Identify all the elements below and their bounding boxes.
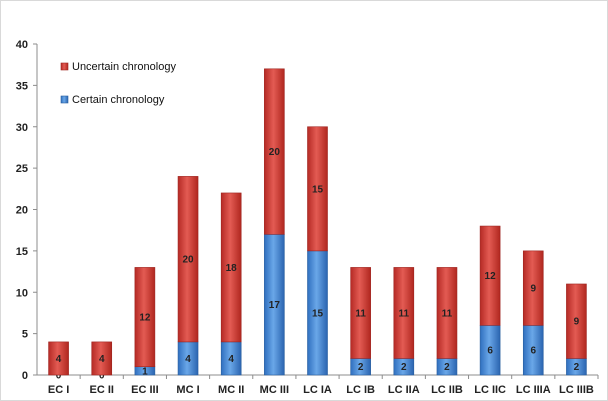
bar-uncertain-lc-iiia: [522, 250, 544, 326]
y-tick-label: 15: [16, 246, 28, 258]
data-label: 4: [228, 354, 234, 365]
data-label: 20: [182, 255, 194, 266]
x-tick-label: LC IIIB: [559, 384, 594, 396]
bar-uncertain-mc-iii: [264, 68, 285, 235]
data-label: 2: [574, 362, 580, 373]
x-tick-label: EC I: [48, 384, 69, 396]
data-label: 2: [444, 362, 450, 373]
data-label: 18: [226, 263, 238, 274]
bar-uncertain-lc-iiib: [566, 283, 587, 359]
data-label: 6: [530, 346, 536, 357]
data-label: 12: [139, 313, 151, 324]
data-label: 9: [530, 284, 536, 295]
x-tick-label: LC IA: [303, 384, 332, 396]
legend: Uncertain chronology Certain chronology: [60, 61, 176, 106]
y-tick-label: 0: [22, 370, 28, 382]
y-tick-label: 25: [16, 163, 28, 175]
data-label: 6: [487, 346, 493, 357]
y-tick-label: 30: [16, 122, 28, 134]
x-tick-label: LC IIA: [388, 384, 420, 396]
x-tick-label: LC IIIA: [516, 384, 551, 396]
bar-uncertain-ec-iii: [134, 267, 156, 368]
legend-label-uncertain: Uncertain chronology: [72, 61, 176, 73]
bar-uncertain-ec-i: [48, 341, 69, 376]
y-tick-label: 20: [16, 205, 28, 217]
y-tick-label: 40: [16, 39, 28, 51]
data-label: 11: [442, 308, 453, 319]
bar-uncertain-mc-i: [177, 176, 199, 343]
legend-label-certain: Certain chronology: [72, 94, 165, 106]
bar-uncertain-lc-iia: [393, 267, 415, 359]
data-label: 0: [56, 371, 62, 382]
data-label: 11: [355, 308, 366, 319]
data-label: 9: [574, 317, 580, 328]
data-label: 4: [99, 354, 105, 365]
x-tick-label: LC IIB: [431, 384, 463, 396]
data-label: 2: [358, 362, 364, 373]
data-label: 11: [399, 308, 410, 319]
bar-uncertain-lc-iic: [479, 225, 501, 326]
y-tick-label: 35: [16, 80, 28, 92]
y-tick-label: 10: [16, 287, 28, 299]
data-label: 20: [269, 147, 281, 158]
bar-uncertain-lc-iib: [436, 267, 458, 359]
legend-swatch-uncertain: [60, 62, 69, 71]
x-tick-label: MC III: [260, 384, 289, 396]
bar-uncertain-lc-ia: [307, 126, 328, 252]
legend-swatch-certain: [60, 95, 69, 104]
data-label: 4: [56, 354, 62, 365]
data-label: 4: [185, 354, 191, 365]
data-label: 1: [142, 366, 148, 377]
x-tick-label: MC I: [176, 384, 199, 396]
data-label: 15: [312, 184, 324, 195]
bar-uncertain-ec-ii: [91, 341, 113, 376]
y-tick-label: 5: [22, 329, 28, 341]
data-label: 15: [312, 308, 324, 319]
data-label: 2: [401, 362, 407, 373]
data-label: 0: [99, 371, 105, 382]
x-tick-label: LC IB: [346, 384, 375, 396]
x-tick-label: MC II: [218, 384, 244, 396]
x-tick-label: EC III: [131, 384, 159, 396]
x-tick-label: EC II: [90, 384, 114, 396]
data-label: 12: [485, 271, 497, 282]
x-tick-label: LC IIC: [474, 384, 506, 396]
bar-uncertain-lc-ib: [350, 267, 371, 359]
data-label: 17: [269, 300, 281, 311]
bar-uncertain-mc-ii: [220, 192, 242, 343]
